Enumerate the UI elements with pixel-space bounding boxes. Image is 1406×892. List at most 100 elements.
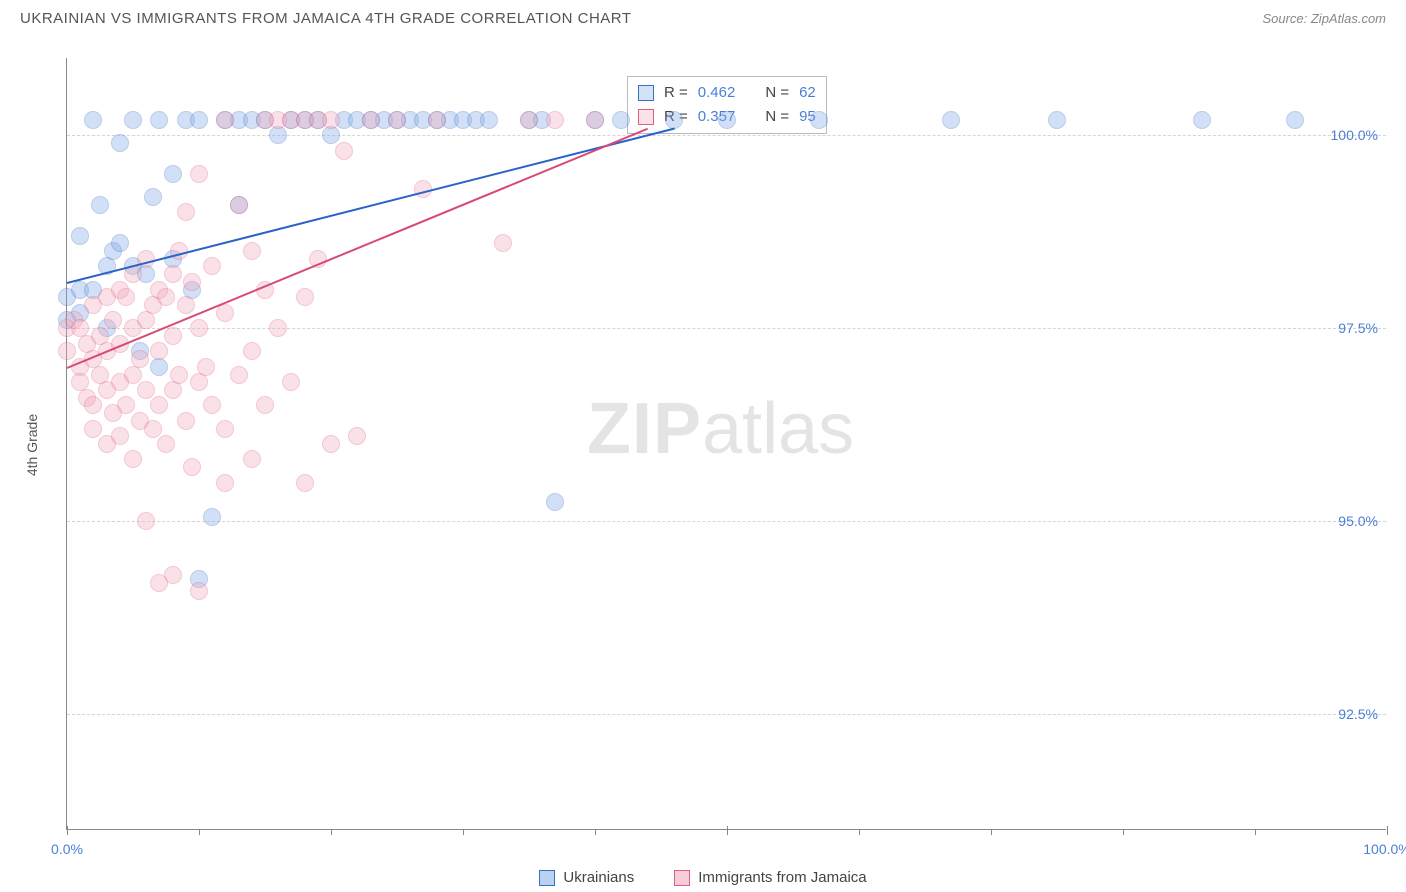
y-axis-label: 4th Grade: [24, 414, 40, 476]
data-point: [71, 227, 89, 245]
x-tick: [595, 830, 596, 835]
data-point: [177, 203, 195, 221]
data-point: [117, 396, 135, 414]
data-point: [150, 111, 168, 129]
data-point: [243, 242, 261, 260]
series-swatch: [638, 109, 654, 125]
data-point: [164, 566, 182, 584]
data-point: [203, 396, 221, 414]
data-point: [164, 381, 182, 399]
data-point: [612, 111, 630, 129]
data-point: [494, 234, 512, 252]
chart-container: 4th Grade ZIPatlas R =0.462N =62R =0.357…: [20, 40, 1390, 850]
data-point: [190, 319, 208, 337]
data-point: [131, 350, 149, 368]
series-swatch: [638, 85, 654, 101]
data-point: [586, 111, 604, 129]
x-tick: [859, 830, 860, 835]
data-point: [216, 111, 234, 129]
data-point: [322, 111, 340, 129]
data-point: [203, 508, 221, 526]
y-tick-label: 92.5%: [1338, 706, 1378, 722]
data-point: [104, 311, 122, 329]
n-label: N =: [765, 105, 789, 129]
data-point: [810, 111, 828, 129]
data-point: [137, 381, 155, 399]
data-point: [335, 142, 353, 160]
data-point: [428, 111, 446, 129]
data-point: [170, 366, 188, 384]
data-point: [190, 111, 208, 129]
data-point: [190, 373, 208, 391]
r-label: R =: [664, 81, 688, 105]
data-point: [58, 342, 76, 360]
x-tick: [1387, 826, 1388, 835]
data-point: [216, 474, 234, 492]
legend-label: Immigrants from Jamaica: [698, 869, 866, 886]
plot-area: ZIPatlas R =0.462N =62R =0.357N =95 100.…: [66, 58, 1386, 830]
data-point: [520, 111, 538, 129]
data-point: [256, 396, 274, 414]
data-point: [164, 265, 182, 283]
y-tick-label: 97.5%: [1338, 320, 1378, 336]
data-point: [388, 111, 406, 129]
data-point: [144, 188, 162, 206]
data-point: [144, 420, 162, 438]
data-point: [296, 288, 314, 306]
x-tick: [463, 830, 464, 835]
data-point: [665, 111, 683, 129]
data-point: [177, 296, 195, 314]
data-point: [157, 288, 175, 306]
trend-line: [67, 128, 649, 369]
data-point: [183, 273, 201, 291]
legend-item: Immigrants from Jamaica: [674, 869, 866, 886]
x-tick-label: 0.0%: [51, 841, 83, 857]
data-point: [124, 450, 142, 468]
legend-label: Ukrainians: [563, 869, 634, 886]
data-point: [546, 111, 564, 129]
data-point: [1193, 111, 1211, 129]
watermark: ZIPatlas: [587, 388, 854, 470]
data-point: [480, 111, 498, 129]
data-point: [137, 311, 155, 329]
legend-item: Ukrainians: [539, 869, 634, 886]
x-tick: [1123, 830, 1124, 835]
data-point: [124, 366, 142, 384]
data-point: [546, 493, 564, 511]
n-value: 62: [799, 81, 816, 105]
gridline: [67, 328, 1386, 329]
data-point: [84, 420, 102, 438]
x-tick: [991, 830, 992, 835]
x-tick: [1255, 830, 1256, 835]
gridline: [67, 521, 1386, 522]
data-point: [197, 358, 215, 376]
gridline: [67, 135, 1386, 136]
r-value: 0.462: [698, 81, 736, 105]
data-point: [322, 126, 340, 144]
data-point: [203, 257, 221, 275]
data-point: [150, 396, 168, 414]
data-point: [362, 111, 380, 129]
data-point: [230, 366, 248, 384]
data-point: [150, 342, 168, 360]
data-point: [282, 373, 300, 391]
x-tick-label: 100.0%: [1363, 841, 1406, 857]
data-point: [216, 304, 234, 322]
data-point: [164, 327, 182, 345]
data-point: [111, 427, 129, 445]
data-point: [190, 582, 208, 600]
data-point: [117, 288, 135, 306]
n-label: N =: [765, 81, 789, 105]
data-point: [137, 512, 155, 530]
x-tick: [67, 826, 68, 835]
data-point: [164, 165, 182, 183]
data-point: [348, 427, 366, 445]
data-point: [1048, 111, 1066, 129]
data-point: [84, 396, 102, 414]
data-point: [183, 458, 201, 476]
x-tick: [199, 830, 200, 835]
chart-title: UKRAINIAN VS IMMIGRANTS FROM JAMAICA 4TH…: [20, 10, 632, 27]
data-point: [269, 126, 287, 144]
data-point: [216, 420, 234, 438]
legend-swatch: [674, 870, 690, 886]
